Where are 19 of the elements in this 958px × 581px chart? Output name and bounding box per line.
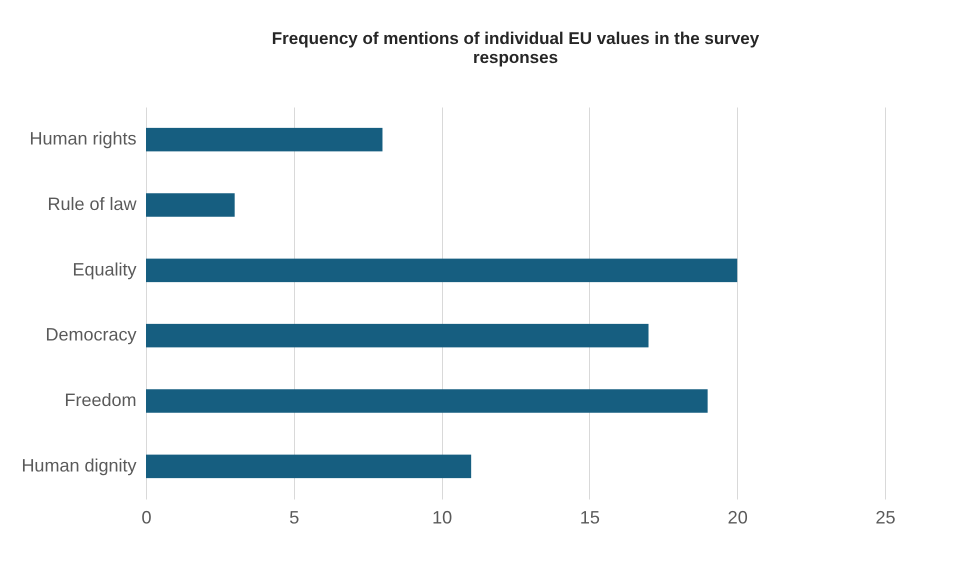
x-tick-label: 25: [875, 508, 896, 528]
y-tick-label: Equality: [72, 259, 136, 280]
x-tick-label: 15: [580, 508, 600, 528]
y-tick-label: Human dignity: [21, 455, 136, 476]
y-tick-label: Freedom: [64, 390, 136, 410]
bar: [146, 258, 738, 282]
chart-title: Frequency of mentions of individual EU values in the survey responses: [272, 29, 760, 67]
x-tick-label: 0: [141, 508, 152, 528]
bar: [146, 454, 472, 478]
y-tick-label: Rule of law: [47, 194, 138, 214]
bar: [146, 128, 382, 152]
y-tick-label: Democracy: [45, 324, 136, 345]
x-tick-label: 5: [289, 508, 300, 528]
bar: [146, 324, 649, 348]
bar: [146, 193, 235, 217]
bar: [146, 389, 708, 413]
x-tick-label: 20: [728, 508, 748, 528]
x-tick-label: 10: [432, 508, 452, 528]
y-tick-label: Human rights: [29, 128, 136, 149]
